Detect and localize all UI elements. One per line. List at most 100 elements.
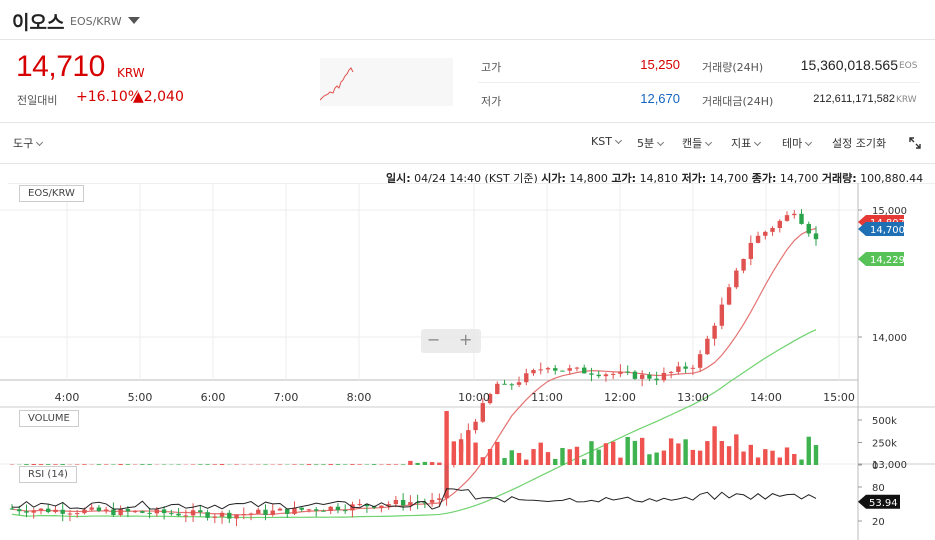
candle bbox=[553, 368, 558, 371]
volume-tick-label: 250k bbox=[872, 439, 897, 450]
candle bbox=[661, 372, 667, 381]
volume-bar bbox=[538, 442, 543, 465]
rsi-tag-shape bbox=[858, 494, 900, 509]
volume-bar bbox=[777, 457, 782, 465]
volume-bar bbox=[429, 462, 435, 465]
mini-price-chart bbox=[320, 58, 453, 106]
volume-bar bbox=[422, 461, 428, 465]
price-tag-shape bbox=[858, 222, 904, 236]
candle bbox=[473, 421, 478, 431]
candle bbox=[212, 516, 218, 518]
rsi-line bbox=[11, 488, 817, 510]
high-label: 고가 bbox=[481, 61, 502, 74]
candle bbox=[82, 509, 87, 514]
candle bbox=[618, 371, 623, 374]
candle bbox=[205, 512, 210, 518]
candle bbox=[516, 382, 522, 385]
candle bbox=[444, 464, 449, 499]
timezone-menu[interactable]: KST bbox=[591, 135, 622, 148]
volume-bar bbox=[792, 454, 797, 465]
candle bbox=[480, 403, 486, 422]
volume-tick-label: 0 bbox=[872, 461, 878, 472]
volume-tick-label: 500k bbox=[872, 416, 897, 427]
volume-bar bbox=[125, 464, 131, 465]
candle bbox=[813, 233, 819, 240]
volume-bar bbox=[386, 464, 391, 465]
high-value: 15,250 bbox=[640, 57, 680, 72]
volume-bar bbox=[545, 452, 551, 465]
candle bbox=[806, 223, 811, 234]
candle bbox=[285, 508, 290, 514]
candlestick-chart[interactable]: 4:00 5:00 6:00 7:00 8:00 10:00 11:00 12:00 13:00… bbox=[0, 183, 935, 540]
volume-bar bbox=[444, 411, 449, 465]
candle bbox=[415, 502, 420, 504]
volume-bar bbox=[263, 464, 268, 465]
indicator-menu[interactable]: 지표 bbox=[731, 135, 762, 151]
candle bbox=[408, 502, 413, 506]
title-bar bbox=[0, 0, 935, 40]
timezone-label: KST bbox=[591, 135, 612, 148]
candle bbox=[227, 512, 232, 519]
volume-bar bbox=[357, 464, 362, 465]
volume-bar bbox=[639, 437, 645, 465]
volume-bar bbox=[53, 464, 58, 465]
volume-bar bbox=[219, 464, 225, 465]
volume-bar bbox=[770, 450, 775, 465]
volume-bar bbox=[755, 457, 761, 465]
expand-icon[interactable] bbox=[909, 137, 921, 149]
candle bbox=[132, 511, 138, 513]
volume-bar bbox=[458, 443, 464, 465]
candle bbox=[154, 509, 160, 514]
volume-bar bbox=[734, 434, 739, 465]
candle bbox=[386, 504, 391, 506]
candle bbox=[545, 368, 551, 370]
candle bbox=[741, 258, 746, 271]
rsi-value-tag: 53.94 bbox=[858, 494, 900, 509]
low-label: 저가 bbox=[481, 95, 502, 108]
candle bbox=[140, 511, 145, 513]
zoom-controls bbox=[421, 329, 481, 353]
candle bbox=[792, 213, 797, 216]
candle bbox=[161, 509, 167, 514]
volume-bar bbox=[408, 460, 413, 465]
x-tick-label: 6:00 bbox=[201, 391, 226, 404]
volume-bar bbox=[676, 443, 681, 465]
interval-menu[interactable]: 5분 bbox=[637, 135, 665, 151]
x-tick-label: 4:00 bbox=[55, 391, 80, 404]
candle bbox=[748, 242, 754, 259]
last-price-tag: 14,700 bbox=[858, 222, 905, 236]
volume-bar bbox=[24, 464, 29, 465]
volume-bar bbox=[466, 433, 471, 465]
candle bbox=[524, 373, 529, 383]
candle bbox=[306, 509, 312, 511]
volume-bar bbox=[668, 438, 674, 465]
change-amount: ▲2,040 bbox=[133, 89, 184, 105]
volume-bar bbox=[198, 464, 203, 465]
volume-bar bbox=[393, 464, 399, 465]
candle-menu[interactable]: 캔들 bbox=[682, 135, 713, 151]
x-tick-label: 12:00 bbox=[604, 391, 636, 404]
zoom-in-button[interactable]: + bbox=[459, 330, 473, 349]
candle bbox=[763, 231, 768, 236]
candle bbox=[38, 508, 44, 511]
volume-value: 15,360,018.565 bbox=[800, 57, 898, 73]
ma-long-tag: 14,229 bbox=[858, 252, 905, 266]
candle bbox=[799, 213, 804, 224]
chevron-down-icon bbox=[614, 136, 622, 145]
theme-menu[interactable]: 테마 bbox=[782, 135, 813, 151]
rsi-tag-label: 53.94 bbox=[869, 498, 898, 509]
candle bbox=[487, 394, 493, 404]
stats-divider bbox=[478, 82, 920, 83]
reset-settings-button[interactable]: 설정 조기화 bbox=[832, 137, 887, 150]
volume-bar bbox=[574, 446, 580, 465]
chevron-down-icon[interactable] bbox=[128, 17, 140, 24]
ohlc-info-line: 일시: 04/24 14:40 (KST 기준) 시가: 14,800 고가: … bbox=[386, 170, 923, 186]
volume-bar bbox=[176, 464, 181, 465]
x-tick-label: 11:00 bbox=[531, 391, 563, 404]
zoom-out-button[interactable]: − bbox=[427, 330, 441, 349]
volume-bar bbox=[473, 442, 478, 465]
tools-menu[interactable]: 도구 bbox=[13, 135, 44, 151]
volume-bar bbox=[495, 441, 500, 465]
close-label: 종가: bbox=[751, 172, 777, 185]
candle bbox=[625, 371, 630, 373]
